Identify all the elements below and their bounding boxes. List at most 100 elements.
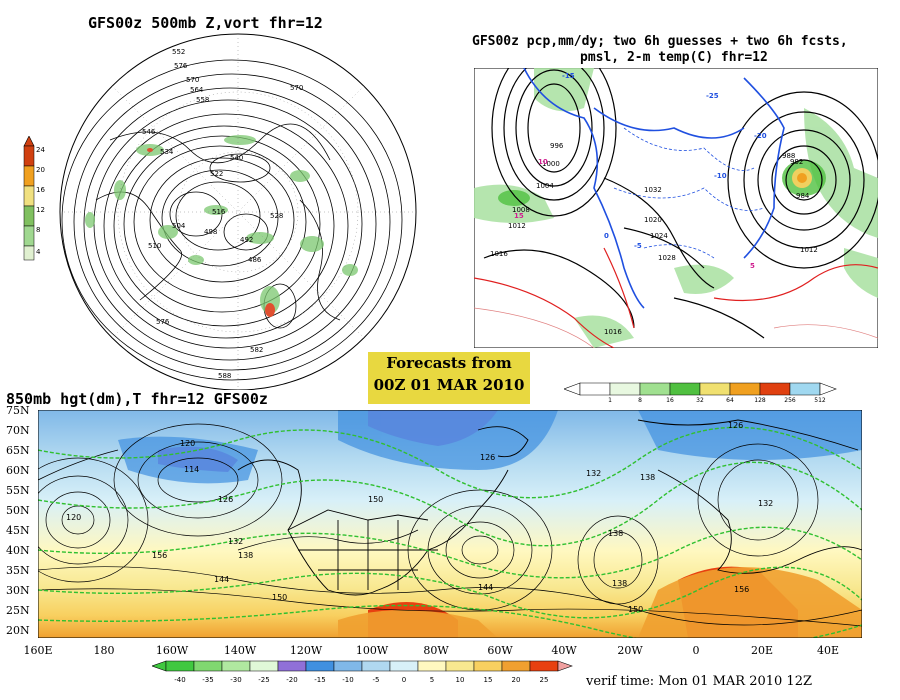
lat-label: 30N [6,584,30,597]
verif-time: verif time: Mon 01 MAR 2010 12Z [586,674,812,689]
height-label: 144 [214,575,229,584]
height-label: 114 [184,465,199,474]
isobar-label: 1012 [508,222,526,230]
panel-precip-title-1: GFS00z pcp,mm/dy; two 6h guesses + two 6… [472,34,848,49]
contour-label: 582 [250,346,263,354]
precip-colorbar: 1 8 16 32 64 128 256 512 [564,382,837,404]
colorbar-tick: 5 [430,676,434,684]
isobar-label: 988 [782,152,795,160]
lon-label: 120W [289,644,323,657]
lon-label: 160W [155,644,189,657]
isobar-label: 1024 [650,232,668,240]
lat-label: 50N [6,504,30,517]
colorbar-tick: 16 [666,397,674,404]
temp-label: 5 [750,262,755,270]
isobar-label: 1008 [512,206,530,214]
colorbar-tick: 8 [638,397,642,404]
height-label: 132 [758,499,773,508]
temp-label: -25 [706,92,719,100]
height-label: 132 [228,537,243,546]
contour-label: 540 [230,154,243,162]
height-label: 150 [628,605,643,614]
isobar-label: 996 [550,142,564,150]
lon-label: 20W [617,644,643,657]
panel-precip-map: 1016 1012 1008 1004 1000 996 992 988 984… [474,68,878,348]
lat-label: 45N [6,524,30,537]
lon-label: 40W [551,644,577,657]
lat-label: 25N [6,604,30,617]
contour-label: 576 [156,318,170,326]
temp-label: -10 [714,172,727,180]
lon-label: 180 [93,644,115,657]
height-label: 150 [368,495,383,504]
height-label: 138 [238,551,253,560]
height-label: 132 [586,469,601,478]
vorticity-colorbar-bar [23,135,35,261]
lon-label: 140W [223,644,257,657]
colorbar-tick: 12 [36,206,45,214]
colorbar-tick: 4 [36,248,41,256]
colorbar-tick: 20 [512,676,521,684]
isobar-label: 1004 [536,182,554,190]
lon-label: 80W [423,644,449,657]
temp-label: 10 [538,158,548,166]
contour-label: 552 [172,48,185,56]
colorbar-tick: -20 [286,676,297,684]
temp-label: 0 [604,232,609,240]
contour-label: 528 [270,212,283,220]
colorbar-tick: -10 [342,676,353,684]
contour-label: 546 [142,128,156,136]
contour-label: 498 [204,228,217,236]
temp-label: -15 [562,72,575,80]
contour-label: 492 [240,236,253,244]
lat-label: 20N [6,624,30,637]
contour-label: 486 [248,256,262,264]
contour-label: 588 [218,372,231,380]
height-label: 120 [66,513,81,522]
contour-label: 564 [190,86,204,94]
isobar-label: 984 [796,192,810,200]
colorbar-tick: -30 [230,676,241,684]
banner-line-2: 00Z 01 MAR 2010 [373,376,525,394]
colorbar-tick: -40 [174,676,185,684]
lon-label: 0 [692,644,700,657]
colorbar-tick: 8 [36,226,41,234]
colorbar-tick: 15 [484,676,493,684]
colorbar-tick: 0 [402,676,406,684]
vorticity-colorbar: 24 20 16 12 8 4 [20,135,45,266]
isobar-label: 1012 [800,246,818,254]
height-label: 144 [478,583,493,592]
colorbar-tick: 10 [456,676,465,684]
panel-500mb-map: 552 576 570 564 558 546 540 534 528 522 … [59,33,417,390]
lat-label: 35N [6,564,30,577]
lat-label: 65N [6,444,30,457]
lon-label: 60W [487,644,513,657]
colorbar-tick: 256 [784,397,796,404]
colorbar-tick: -15 [314,676,325,684]
colorbar-tick: 32 [696,397,704,404]
height-label: 120 [180,439,195,448]
contour-label: 534 [160,148,174,156]
isobar-label: 1000 [542,160,560,168]
banner-line-1: Forecasts from [386,354,512,372]
height-label: 138 [640,473,655,482]
lon-label: 20E [750,644,774,657]
isobar-label: 1016 [490,250,508,258]
isobar-label: 1016 [604,328,622,336]
lon-label: 40E [816,644,840,657]
panel-precip-title-2: pmsl, 2-m temp(C) fhr=12 [580,50,768,65]
lon-label: 160E [23,644,53,657]
temperature-colorbar: -40 -35 -30 -25 -20 -15 -10 -5 0 5 10 15… [152,660,573,684]
colorbar-tick: 64 [726,397,734,404]
isobar-label: 992 [790,158,803,166]
isobar-label: 1028 [658,254,676,262]
height-label: 150 [272,593,287,602]
lat-label: 40N [6,544,30,557]
contour-label: 570 [186,76,199,84]
contour-label: 558 [196,96,209,104]
colorbar-tick: -25 [258,676,269,684]
colorbar-tick: 512 [814,397,826,404]
height-label: 156 [734,585,749,594]
temp-label: -20 [754,132,767,140]
lat-label: 55N [6,484,30,497]
